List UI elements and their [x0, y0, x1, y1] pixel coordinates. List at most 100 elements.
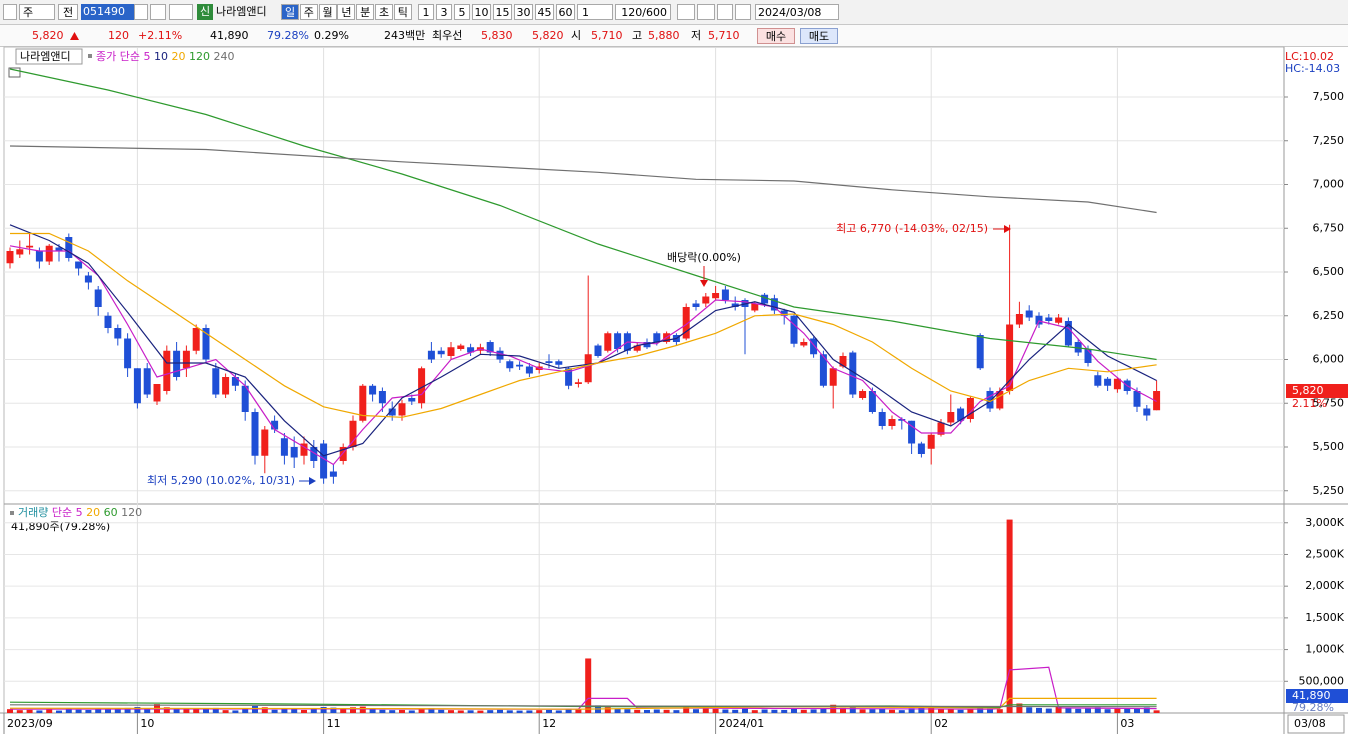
- period-button[interactable]: 월: [318, 4, 337, 20]
- period-button[interactable]: 주: [299, 4, 318, 20]
- volume-bar: [761, 709, 768, 713]
- candle-body: [966, 398, 974, 419]
- interval-button[interactable]: 60: [556, 4, 575, 20]
- volume-bar: [193, 708, 200, 713]
- candle-body: [222, 377, 230, 395]
- tool-button[interactable]: [697, 4, 715, 20]
- settings-button[interactable]: [735, 4, 751, 20]
- candle-body: [731, 303, 739, 307]
- last-price-box: [1286, 384, 1348, 398]
- save-button[interactable]: [717, 4, 733, 20]
- interval-button[interactable]: 5: [454, 4, 470, 20]
- volume-bar: [487, 710, 494, 713]
- type-button[interactable]: 전: [58, 4, 78, 20]
- code-dropdown[interactable]: [134, 4, 148, 20]
- volume-bar: [1114, 708, 1121, 713]
- volume-bar: [938, 709, 944, 713]
- y-tick-label: 5,500: [1313, 440, 1345, 453]
- candle-body: [878, 412, 886, 426]
- volume-bar: [173, 709, 180, 713]
- volume-bar: [183, 709, 190, 713]
- candle-body: [565, 368, 573, 386]
- interval-button[interactable]: 10: [472, 4, 491, 20]
- candle-body: [761, 294, 769, 304]
- ma-line: [9, 224, 1157, 457]
- candle-body: [516, 364, 524, 367]
- volume-bar: [379, 709, 386, 713]
- volume-bar: [536, 710, 543, 713]
- volume-bar: [1016, 703, 1023, 713]
- volume-bar: [1104, 709, 1111, 713]
- volume-bar: [810, 709, 817, 713]
- period-button[interactable]: 분: [356, 4, 375, 20]
- volume-bar: [1134, 708, 1140, 713]
- candle-body: [888, 419, 896, 426]
- buy-button[interactable]: 매수: [757, 28, 795, 44]
- volume-bar: [1065, 707, 1072, 713]
- stock-name: 나라엠앤디: [216, 5, 267, 18]
- unit-select[interactable]: 1: [577, 4, 613, 20]
- x-tick-label: 03: [1120, 717, 1134, 730]
- hc-label: HC:-14.03: [1285, 62, 1340, 75]
- sell-button[interactable]: 매도: [800, 28, 838, 44]
- last-ratio: 79.28%: [1292, 701, 1334, 714]
- candle-body: [712, 293, 720, 299]
- candle-body: [770, 298, 778, 311]
- volume-bar: [644, 709, 650, 713]
- volume-bar: [693, 709, 699, 713]
- volume-bar: [742, 708, 748, 713]
- volume-bar: [1094, 707, 1101, 713]
- period-button[interactable]: 일: [281, 4, 299, 20]
- volume-bar: [291, 709, 298, 713]
- candle-body: [369, 385, 377, 395]
- volume-bar: [134, 706, 141, 713]
- candle-body: [280, 438, 288, 456]
- volume-bar: [898, 710, 905, 713]
- sound-button[interactable]: [169, 4, 193, 20]
- interval-button[interactable]: 15: [493, 4, 512, 20]
- tool-button[interactable]: [677, 4, 695, 20]
- ma-line: [9, 145, 1157, 214]
- annotation: 배당락(0.00%): [667, 251, 741, 264]
- candle-body: [1074, 342, 1082, 353]
- bid: 5,820: [532, 29, 564, 42]
- period-button[interactable]: 초: [375, 4, 393, 20]
- date-input[interactable]: 2024/03/08: [755, 4, 839, 20]
- candle-body: [702, 296, 710, 304]
- candle-body: [398, 403, 406, 416]
- candle-body: [780, 310, 788, 316]
- candle-body: [810, 338, 818, 355]
- candle-body: [790, 315, 798, 344]
- candle-body: [202, 328, 210, 360]
- count-input[interactable]: 120/600: [615, 4, 671, 20]
- candle-body: [388, 408, 396, 416]
- interval-button[interactable]: 3: [436, 4, 452, 20]
- market-select[interactable]: 주: [19, 4, 55, 20]
- volume-bar: [653, 709, 660, 713]
- volume-bar: [1153, 710, 1160, 713]
- volume-bar: [16, 710, 23, 713]
- amount: 243백만: [384, 29, 426, 42]
- candle-body: [1153, 391, 1161, 411]
- volume-bar: [987, 708, 993, 713]
- x-tick-label: 10: [140, 717, 154, 730]
- period-button[interactable]: 틱: [393, 4, 412, 20]
- volume: 41,890: [210, 29, 249, 42]
- code-input[interactable]: 051490: [81, 4, 147, 20]
- volume-bar: [330, 707, 337, 713]
- interval-button[interactable]: 45: [535, 4, 554, 20]
- chart-icon[interactable]: [3, 4, 17, 20]
- volume-info: 41,890주(79.28%): [11, 520, 110, 533]
- search-button[interactable]: [150, 4, 166, 20]
- volume-bar: [663, 709, 670, 713]
- volume-bar: [947, 708, 954, 713]
- legend-entry: 20: [171, 50, 185, 63]
- interval-button[interactable]: 30: [514, 4, 533, 20]
- period-button[interactable]: 년: [337, 4, 356, 20]
- interval-button[interactable]: 1: [418, 4, 434, 20]
- candle-body: [604, 333, 612, 351]
- price-title: 나라엠앤디: [20, 50, 71, 63]
- volume-bar: [1045, 708, 1052, 713]
